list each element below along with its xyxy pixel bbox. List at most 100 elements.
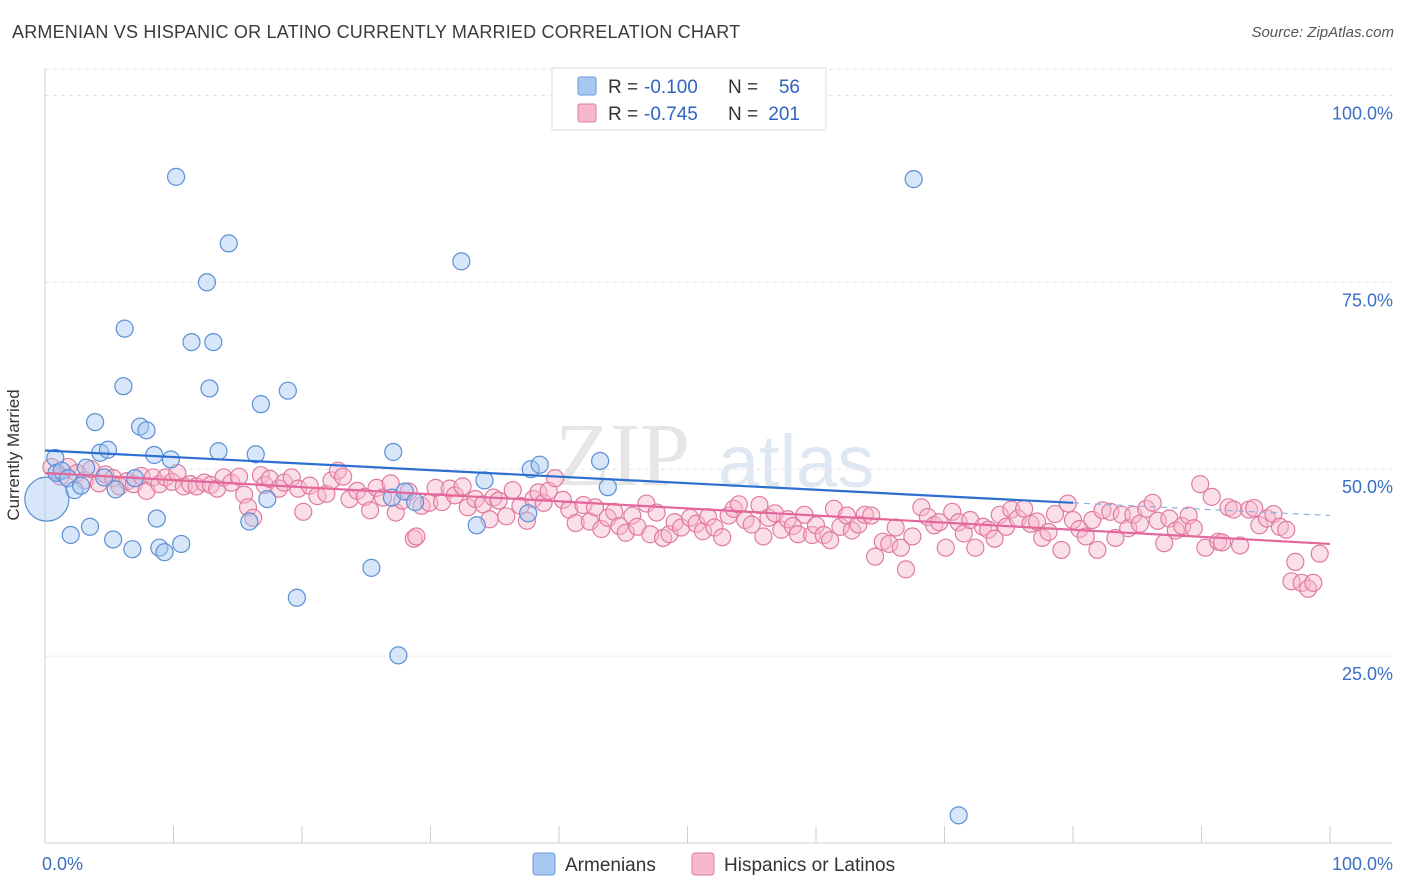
- legend-n-label-armenians: N =: [728, 77, 758, 98]
- armenians-point-47: [452, 252, 471, 271]
- hispanics-point-176: [1148, 511, 1167, 530]
- hispanics-point-55: [404, 529, 423, 548]
- bottom-legend: Armenians Hispanics or Latinos: [532, 852, 895, 876]
- hispanics-point-117: [788, 525, 808, 544]
- legend-swatch-hispanics: [577, 103, 597, 123]
- hispanics-point-17: [163, 472, 182, 491]
- hispanics-point-34: [269, 479, 288, 498]
- hispanics-point-79: [553, 490, 572, 509]
- hispanics-point-160: [1052, 540, 1071, 560]
- armenians-point-54: [598, 478, 617, 497]
- armenians-point-30: [197, 273, 217, 292]
- hispanics-point-76: [534, 493, 553, 512]
- hispanics-point-71: [503, 481, 522, 500]
- armenians-point-50: [519, 504, 538, 523]
- armenians-point-16: [115, 319, 134, 338]
- armenians-point-37: [251, 395, 270, 414]
- hispanics-point-107: [729, 495, 749, 514]
- hispanics-point-202: [1304, 573, 1323, 592]
- hispanics-point-38: [294, 502, 313, 521]
- hispanics-point-27: [229, 467, 249, 486]
- hispanics-point-166: [1088, 540, 1107, 560]
- hispanics-point-175: [1143, 493, 1162, 512]
- armenians-point-36: [246, 445, 265, 464]
- hispanics-point-29: [238, 498, 258, 517]
- armenians-point-23: [147, 509, 166, 528]
- hispanics-point-88: [610, 516, 629, 536]
- bottom-legend-swatch-armenians: [532, 852, 556, 876]
- hispanics-point-156: [1027, 512, 1047, 531]
- hispanics-point-122: [821, 531, 840, 550]
- hispanics-point-132: [880, 534, 899, 554]
- hispanics-point-127: [849, 515, 868, 534]
- armenians-trend-extension: [1072, 502, 1331, 517]
- trend-lines: [44, 449, 1331, 546]
- legend-n-value-armenians: 56: [779, 77, 800, 98]
- hispanics-point-85: [592, 519, 611, 539]
- hispanics-point-162: [1063, 510, 1083, 530]
- armenians-point-33: [209, 442, 228, 461]
- hispanics-point-129: [862, 506, 881, 525]
- hispanics-point-70: [497, 507, 516, 526]
- armenians-point-7: [71, 476, 91, 495]
- hispanics-point-44: [334, 467, 353, 486]
- armenians-point-46: [405, 492, 425, 512]
- hispanics-point-142: [943, 502, 962, 521]
- hispanics-point-193: [1250, 516, 1269, 535]
- x-tick-label-0: 0.0%: [42, 854, 83, 874]
- hispanics-point-147: [973, 517, 993, 536]
- armenians-point-28: [172, 534, 191, 554]
- armenians-point-44: [389, 646, 408, 665]
- hispanics-point-31: [251, 466, 270, 485]
- armenians-point-9: [80, 517, 100, 536]
- armenians-point-55: [904, 170, 923, 189]
- hispanics-point-136: [903, 527, 922, 546]
- armenians-point-31: [200, 379, 219, 398]
- hispanics-point-134: [891, 538, 910, 557]
- hispanics-point-82: [574, 495, 593, 515]
- x-tick-labels: 0.0% 100.0%: [42, 854, 1393, 874]
- hispanics-point-120: [806, 516, 826, 535]
- armenians-point-27: [166, 167, 186, 186]
- hispanics-point-48: [361, 501, 380, 520]
- armenians-point-15: [106, 480, 125, 499]
- bottom-legend-label-hispanics: Hispanics or Latinos: [724, 855, 895, 876]
- hispanics-point-100: [687, 514, 706, 533]
- armenians-point-49: [475, 471, 494, 490]
- hispanics-point-158: [1039, 522, 1058, 542]
- armenians-point-39: [278, 381, 297, 400]
- armenians-point-0: [24, 476, 70, 522]
- x-tick-label-1: 100.0%: [1332, 854, 1393, 874]
- y-tick-label-0: 25.0%: [1342, 664, 1393, 684]
- axes: [44, 68, 1392, 844]
- armenians-point-53: [591, 451, 610, 471]
- armenians-point-18: [123, 540, 142, 559]
- hispanics-point-109: [742, 515, 761, 534]
- y-tick-label-2: 75.0%: [1342, 290, 1393, 310]
- legend-r-label-hispanics: R =: [608, 104, 638, 125]
- armenians-point-17: [114, 377, 133, 396]
- hispanics-trend-line: [44, 471, 1331, 546]
- hispanics-point-197: [1277, 520, 1296, 539]
- y-tick-labels: 25.0% 50.0% 75.0% 100.0%: [1332, 103, 1393, 684]
- hispanics-point-81: [566, 513, 585, 533]
- armenians-point-21: [137, 421, 156, 440]
- hispanics-point-192: [1245, 498, 1264, 518]
- armenians-point-26: [161, 450, 181, 469]
- hispanics-point-203: [1310, 544, 1329, 563]
- armenians-point-32: [204, 332, 223, 352]
- hispanics-point-114: [772, 520, 791, 539]
- legend-r-value-armenians: -0.100: [644, 77, 698, 98]
- hispanics-point-183: [1191, 475, 1210, 494]
- watermark-zip: ZIP: [555, 406, 690, 505]
- hispanics-point-94: [647, 503, 666, 522]
- armenians-point-40: [287, 588, 306, 607]
- grid: [45, 68, 1392, 657]
- hispanics-point-149: [985, 529, 1004, 548]
- bottom-legend-label-armenians: Armenians: [565, 855, 656, 876]
- hispanics-point-78: [546, 469, 565, 488]
- armenians-point-41: [362, 558, 381, 577]
- hispanics-point-169: [1106, 528, 1125, 548]
- hispanics-point-168: [1101, 502, 1120, 521]
- hispanics-point-141: [936, 538, 955, 557]
